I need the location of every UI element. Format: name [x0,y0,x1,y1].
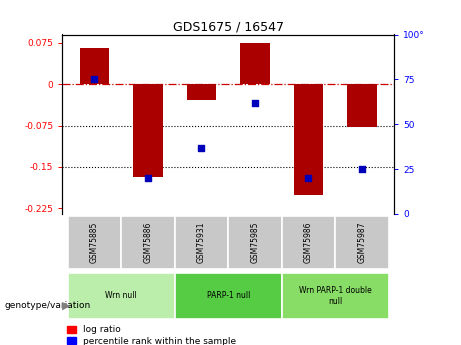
Bar [282,273,389,319]
Bar [121,216,175,269]
Text: Wrn null: Wrn null [105,291,137,300]
Bar [335,216,389,269]
Legend: log ratio, percentile rank within the sample: log ratio, percentile rank within the sa… [67,325,236,345]
Text: GSM75885: GSM75885 [90,222,99,263]
Bar [240,43,270,84]
Text: GSM75987: GSM75987 [358,221,366,263]
Text: GSM75985: GSM75985 [250,221,260,263]
Point [144,175,152,181]
Bar [80,48,109,84]
Title: GDS1675 / 16547: GDS1675 / 16547 [173,20,284,33]
Text: ▶: ▶ [62,300,71,310]
Point [198,145,205,150]
Bar [175,273,282,319]
Bar [68,216,121,269]
Point [251,100,259,106]
Text: GSM75986: GSM75986 [304,221,313,263]
Text: GSM75931: GSM75931 [197,221,206,263]
Bar [133,84,163,177]
Bar [347,84,377,127]
Text: GSM75886: GSM75886 [143,222,153,263]
Bar [228,216,282,269]
Point [358,166,366,172]
Bar [282,216,335,269]
Bar [175,216,228,269]
Point [305,175,312,181]
Bar [68,273,175,319]
Bar [187,84,216,100]
Point [91,77,98,82]
Text: genotype/variation: genotype/variation [5,301,91,310]
Text: Wrn PARP-1 double
null: Wrn PARP-1 double null [299,286,372,306]
Text: PARP-1 null: PARP-1 null [207,291,250,300]
Bar [294,84,323,195]
